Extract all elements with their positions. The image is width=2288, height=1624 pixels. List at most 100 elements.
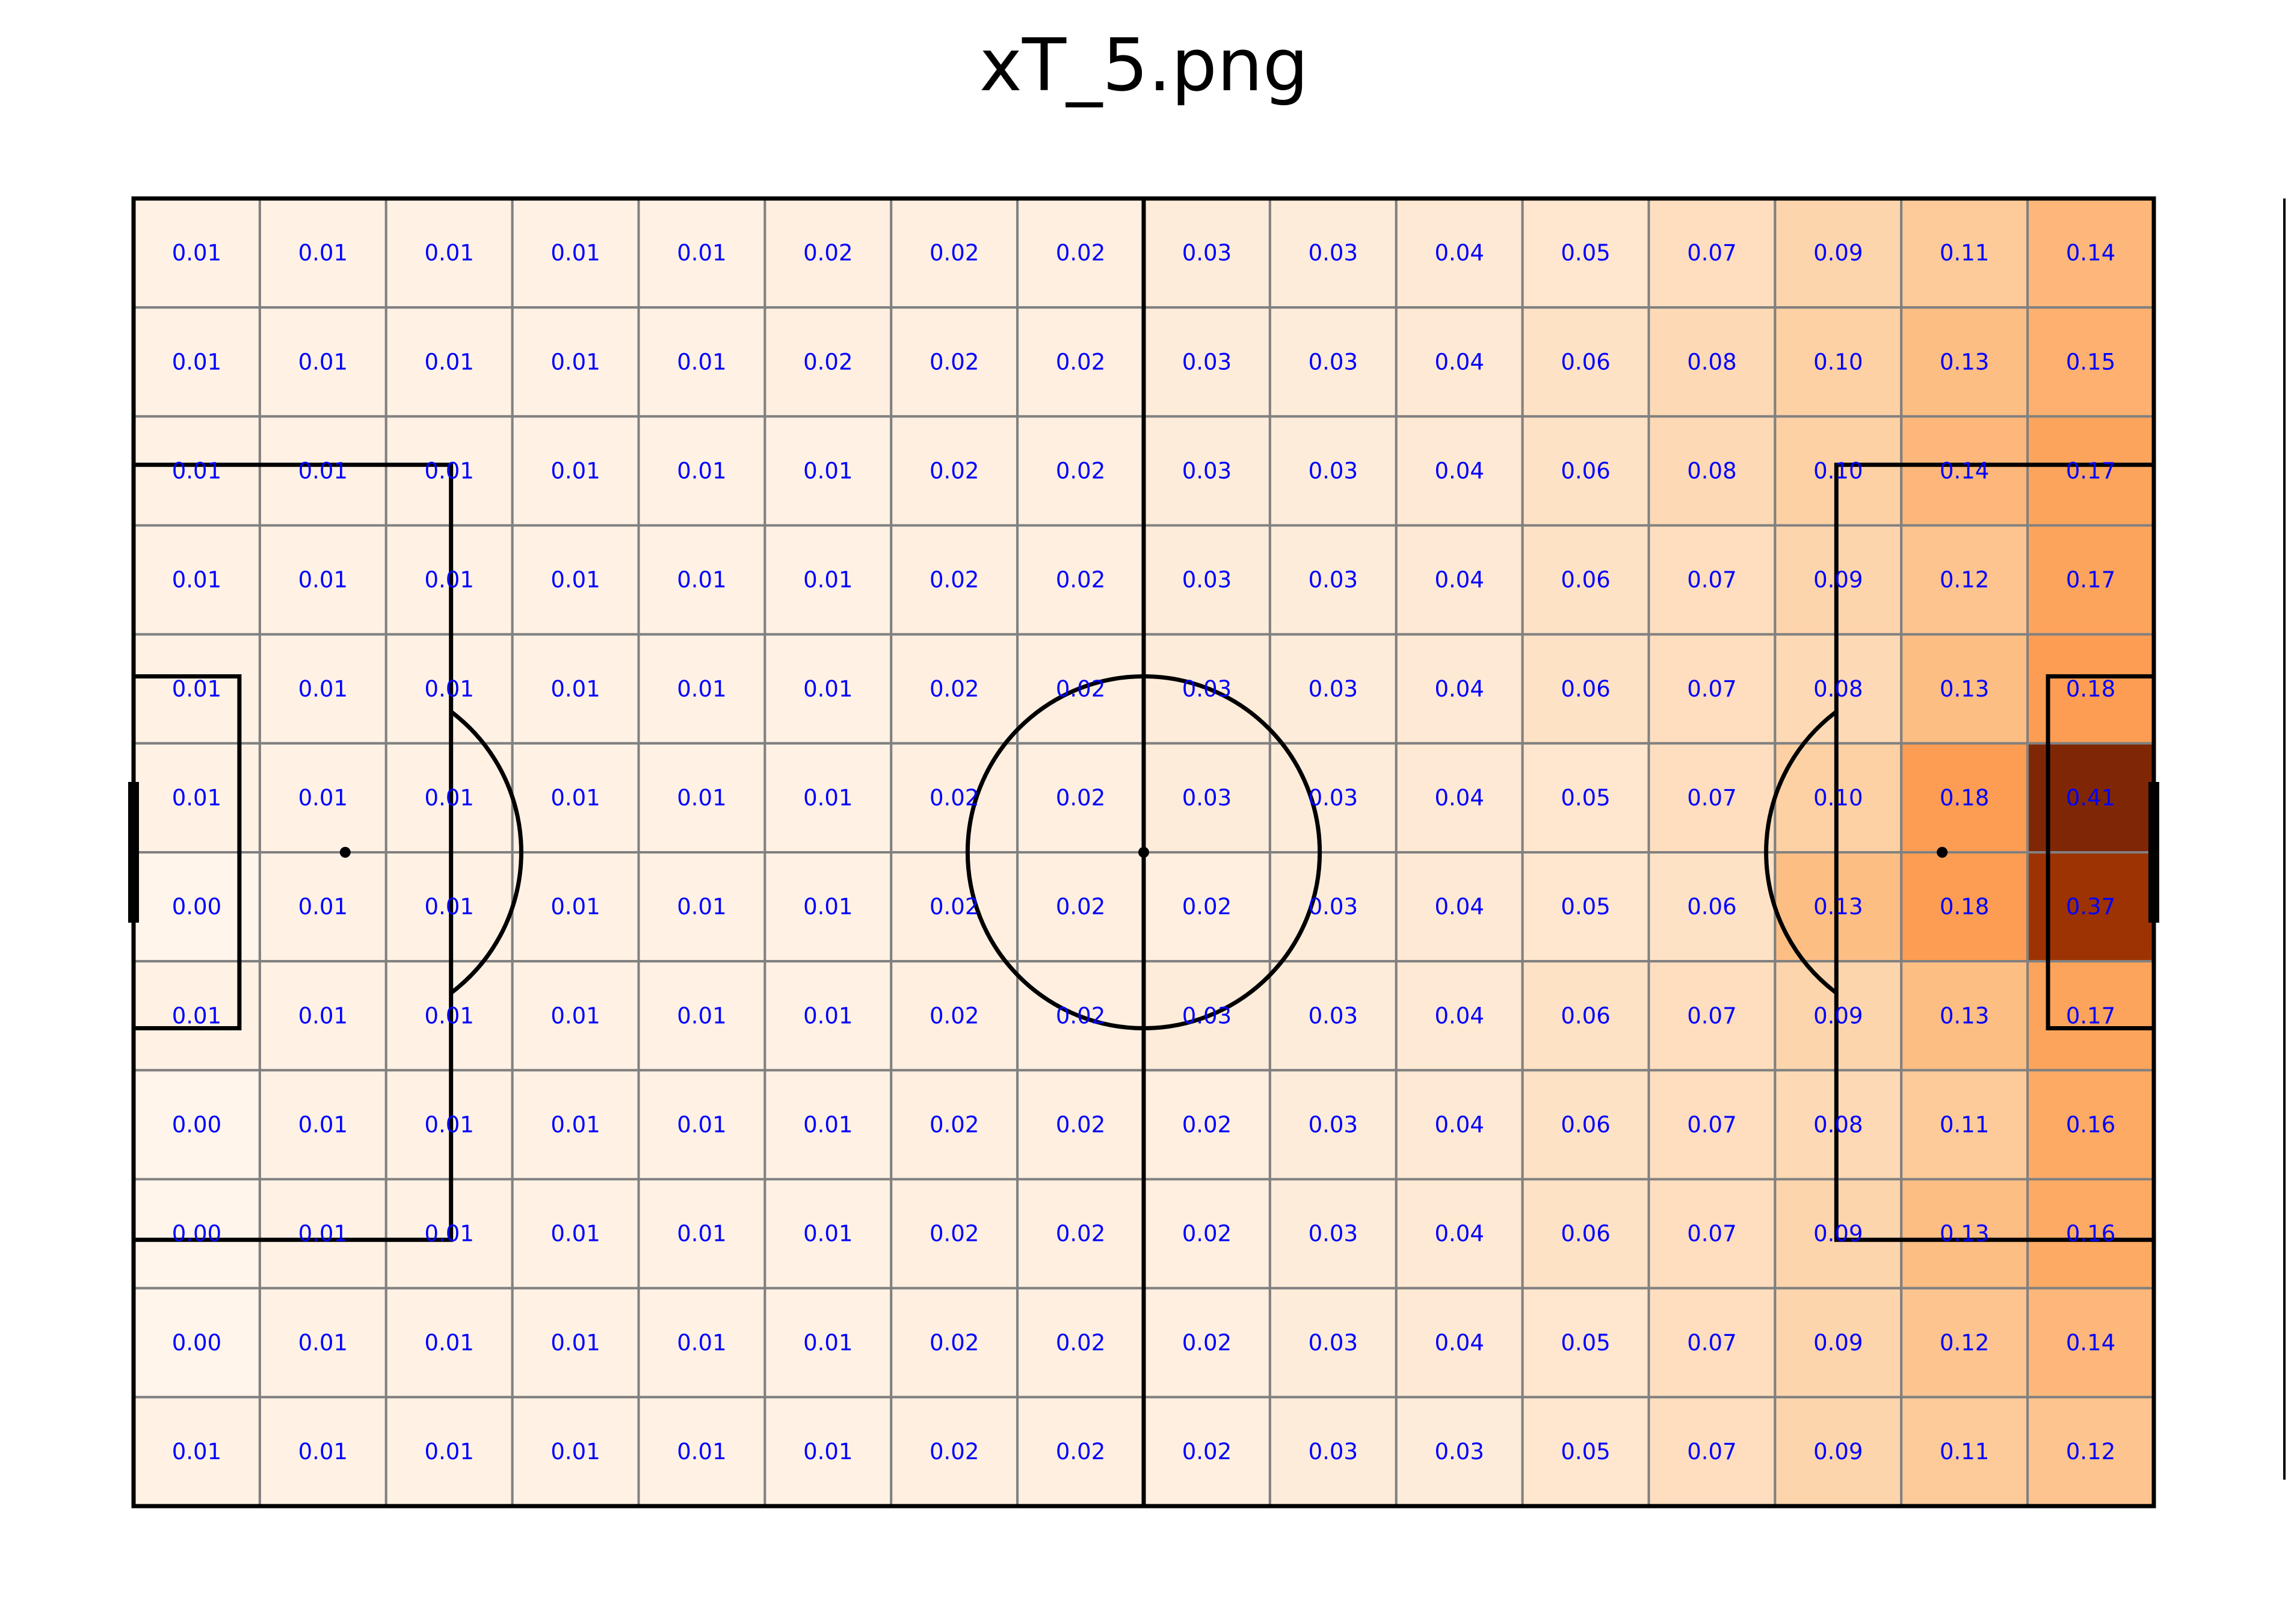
heatmap-cell — [1142, 1069, 1271, 1181]
heatmap-cell — [1268, 1395, 1398, 1507]
cell-value-label: 0.01 — [172, 240, 221, 266]
cell-value-label: 0.01 — [550, 458, 600, 484]
cell-value-label: 0.01 — [677, 240, 726, 266]
cell-value-label: 0.02 — [1182, 1112, 1232, 1137]
cell-value-label: 0.01 — [424, 676, 473, 702]
cell-value-label: 0.00 — [172, 1112, 221, 1137]
cell-value-label: 0.02 — [930, 458, 979, 484]
cell-value-label: 0.01 — [677, 1439, 726, 1465]
cell-value-label: 0.10 — [1813, 458, 1863, 484]
cell-value-label: 0.02 — [1056, 349, 1105, 375]
cell-value-label: 0.02 — [1056, 1112, 1105, 1137]
cell-value-label: 0.17 — [2066, 458, 2115, 484]
cell-value-label: 0.16 — [2066, 1112, 2115, 1137]
heatmap-cell — [637, 851, 766, 963]
cell-value-label: 0.01 — [803, 785, 853, 811]
cell-value-label: 0.02 — [1056, 1439, 1105, 1465]
heatmap-cell — [890, 415, 1019, 527]
cell-value-label: 0.41 — [2066, 785, 2115, 811]
cell-value-label: 0.04 — [1434, 1221, 1484, 1247]
heatmap-cell — [890, 1178, 1019, 1290]
cell-value-label: 0.02 — [1056, 567, 1105, 593]
cell-value-label: 0.13 — [1940, 1221, 1989, 1247]
cell-value-label: 0.01 — [550, 785, 600, 811]
cell-value-label: 0.18 — [1940, 785, 1989, 811]
cell-value-labels: 0.01 0.01 0.01 0.01 0.01 0.02 0.02 0.02 0.03 0.03… — [172, 240, 2116, 1465]
heatmap-cell — [1142, 1178, 1271, 1290]
heatmap-cell — [2026, 1178, 2155, 1290]
heatmap-cell — [258, 851, 387, 963]
cell-value-label: 0.01 — [677, 458, 726, 484]
heatmap-cell — [890, 306, 1019, 418]
cell-value-label: 0.01 — [424, 1439, 473, 1465]
heatmap-cell — [637, 1069, 766, 1181]
cell-value-label: 0.07 — [1687, 1221, 1736, 1247]
cell-value-label: 0.03 — [1309, 458, 1358, 484]
right-penalty-arc — [1764, 710, 1838, 995]
cell-value-label: 0.01 — [803, 1003, 853, 1029]
heatmap-cell — [890, 1395, 1019, 1507]
heatmap-cell — [132, 197, 261, 309]
cell-value-label: 0.02 — [1056, 785, 1105, 811]
cell-value-label: 0.03 — [1309, 1439, 1358, 1465]
cell-value-label: 0.01 — [550, 1221, 600, 1247]
heatmap-cell — [1900, 197, 2029, 309]
cell-value-label: 0.04 — [1434, 676, 1484, 702]
heatmap-cell — [637, 1178, 766, 1290]
heatmap-cell — [1142, 1395, 1271, 1507]
cell-value-label: 0.00 — [172, 1221, 221, 1247]
pitch-markings — [128, 196, 2159, 1509]
cell-value-label: 0.12 — [1940, 567, 1989, 593]
heatmap-cells — [132, 197, 2155, 1507]
cell-value-label: 0.04 — [1434, 240, 1484, 266]
cell-value-label: 0.01 — [550, 676, 600, 702]
cell-value-label: 0.13 — [1813, 894, 1863, 920]
heatmap-cell — [1900, 1178, 2029, 1290]
cell-value-label: 0.02 — [1056, 894, 1105, 920]
cell-value-label: 0.02 — [1182, 1330, 1232, 1356]
cell-value-label: 0.02 — [930, 1221, 979, 1247]
cell-value-label: 0.03 — [1309, 676, 1358, 702]
cell-value-label: 0.01 — [677, 785, 726, 811]
cell-value-label: 0.01 — [424, 894, 473, 920]
cell-value-label: 0.01 — [550, 240, 600, 266]
heatmap-cell — [511, 1069, 640, 1181]
cell-value-label: 0.03 — [1309, 894, 1358, 920]
cell-value-label: 0.01 — [424, 785, 473, 811]
heatmap-cell — [1900, 633, 2029, 745]
cell-value-label: 0.18 — [2066, 676, 2115, 702]
cell-value-label: 0.03 — [1309, 1330, 1358, 1356]
heatmap-cell — [763, 524, 893, 636]
cell-value-label: 0.08 — [1687, 458, 1736, 484]
heatmap-cell — [1900, 1287, 2029, 1398]
cell-value-label: 0.08 — [1813, 1112, 1863, 1137]
cell-value-label: 0.02 — [1056, 1330, 1105, 1356]
heatmap-cell — [1142, 415, 1271, 527]
left-penalty-area — [134, 463, 454, 1242]
cell-value-label: 0.02 — [930, 1330, 979, 1356]
cell-value-label: 0.02 — [930, 676, 979, 702]
cell-value-label: 0.16 — [2066, 1221, 2115, 1247]
heatmap-cell — [1900, 1069, 2029, 1181]
heatmap-cell — [763, 1287, 893, 1398]
cell-value-label: 0.01 — [803, 1112, 853, 1137]
cell-value-label: 0.01 — [803, 567, 853, 593]
cell-value-label: 0.01 — [172, 349, 221, 375]
cell-value-label: 0.01 — [298, 785, 348, 811]
cell-value-label: 0.11 — [1940, 1112, 1989, 1137]
heatmap-cell — [1268, 1287, 1398, 1398]
cell-value-label: 0.02 — [930, 785, 979, 811]
cell-value-label: 0.06 — [1561, 458, 1610, 484]
cell-value-label: 0.02 — [1056, 1003, 1105, 1029]
cell-value-label: 0.01 — [424, 240, 473, 266]
cell-value-label: 0.01 — [424, 1112, 473, 1137]
cell-value-label: 0.06 — [1561, 1112, 1610, 1137]
heatmap-cell — [1395, 415, 1524, 527]
cell-value-label: 0.05 — [1561, 785, 1610, 811]
cell-value-label: 0.01 — [550, 894, 600, 920]
cell-value-label: 0.01 — [803, 458, 853, 484]
chart-title: xT_5.png — [979, 24, 1309, 108]
heatmap-cell — [1395, 851, 1524, 963]
cell-value-label: 0.03 — [1182, 240, 1232, 266]
right-six-yard-box — [2046, 674, 2154, 1031]
